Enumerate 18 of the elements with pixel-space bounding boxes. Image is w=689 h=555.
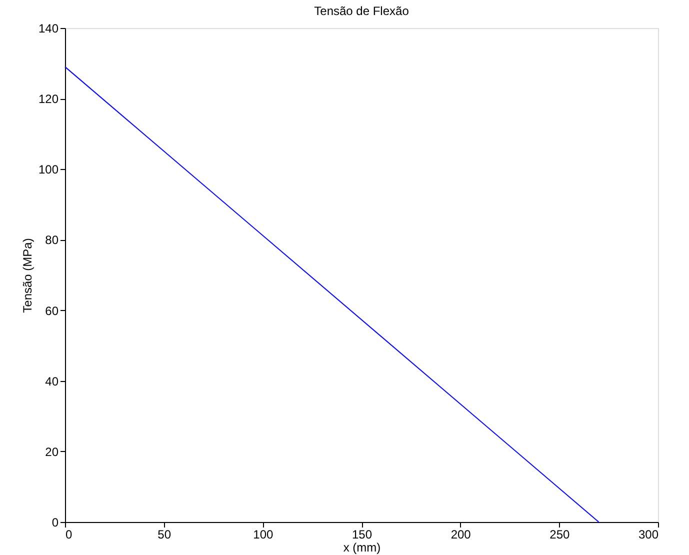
y-tick-label: 80 — [45, 233, 59, 248]
x-axis-title: x (mm) — [343, 540, 381, 554]
y-tick-label: 0 — [52, 516, 59, 530]
x-tick-label: 100 — [253, 528, 274, 542]
x-tick-label: 150 — [352, 528, 372, 542]
y-tick-label: 20 — [45, 444, 59, 459]
chart-title: Tensão de Flexão — [314, 4, 410, 18]
x-tick-label: 300 — [638, 528, 659, 542]
y-tick-label: 60 — [45, 304, 59, 318]
x-tick-label: 200 — [450, 528, 472, 542]
x-tick-label: 250 — [550, 528, 570, 542]
x-tick-label: 50 — [158, 528, 172, 542]
y-tick-label: 40 — [45, 374, 59, 388]
y-axis-title: Tensão (MPa) — [20, 238, 34, 313]
x-tick-label: 0 — [66, 528, 72, 542]
y-tick-label: 120 — [38, 92, 59, 106]
y-tick-label: 100 — [38, 162, 59, 177]
y-tick-label: 140 — [38, 22, 59, 36]
